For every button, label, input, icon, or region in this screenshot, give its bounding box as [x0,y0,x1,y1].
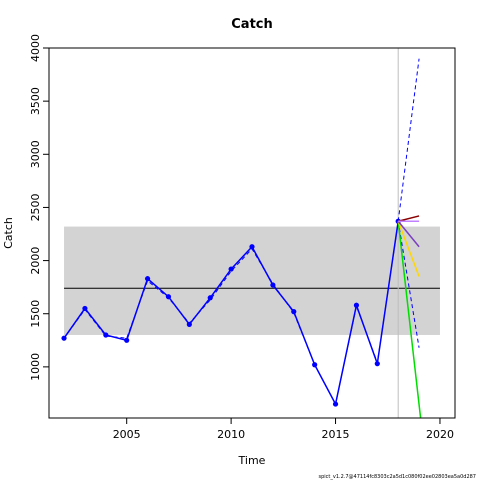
point [228,266,234,272]
series-line [398,215,420,222]
series-line [397,220,420,277]
series-line [397,221,420,348]
y-tick-label: 4000 [29,34,42,62]
x-tick-label: 2020 [426,428,454,441]
x-tick-label: 2010 [217,428,245,441]
y-tick-label: 1000 [29,353,42,381]
point [270,282,276,288]
point [291,309,297,315]
point [82,305,88,312]
series-line [397,221,422,418]
point [103,332,109,338]
x-tick-label: 2015 [322,428,350,441]
y-tick-label: 2500 [29,193,42,221]
point [332,401,339,407]
point [207,295,213,301]
point [61,335,67,341]
point [186,321,192,327]
series-line [397,58,420,222]
plot-frame [48,47,456,419]
plot-area [61,48,440,418]
footnote: spict_v1.2.7@47114fc8303c2a5d1c080f02ee0… [319,474,477,480]
chart-title: Catch [231,17,273,32]
x-tick-label: 2005 [113,428,141,441]
point [165,294,172,300]
x-axis-label: Time [238,454,266,467]
y-axis-label: Catch [2,217,15,249]
y-tick-label: 3500 [29,87,42,115]
y-tick-label: 2000 [29,247,42,275]
point [312,362,318,368]
series-line [397,220,420,248]
y-tick-label: 3000 [29,140,42,168]
point [374,361,380,367]
point [144,276,151,282]
point [249,244,255,250]
point [124,337,130,343]
point [353,302,360,308]
y-tick-label: 1500 [29,300,42,328]
